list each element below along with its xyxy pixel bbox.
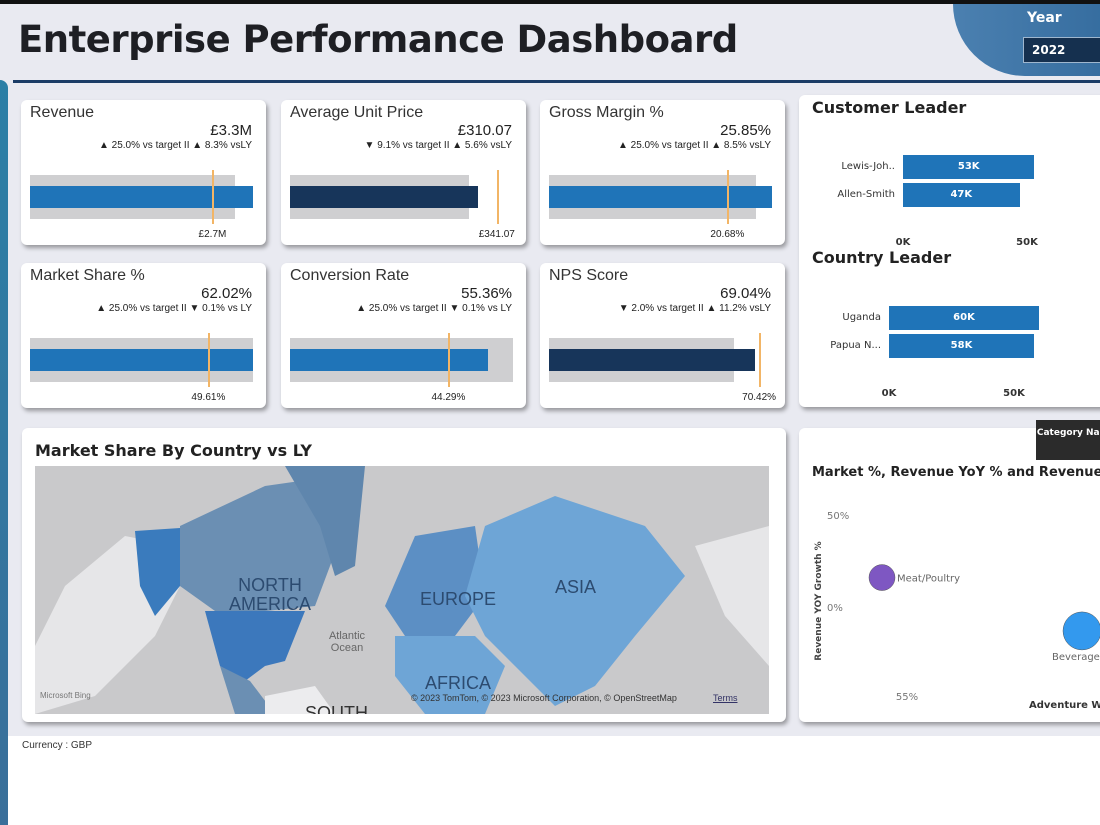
- kpi-target-line: [759, 333, 762, 387]
- kpi-value: 62.02%: [201, 285, 252, 302]
- region-usa: [205, 611, 305, 681]
- kpi-comparison: ▲ 25.0% vs target II ▲ 8.5% vsLY: [617, 140, 771, 151]
- kpi-value: £310.07: [457, 122, 512, 139]
- bubble-point-label: Beverages: [1052, 652, 1100, 663]
- map-label-atlantic: Atlantic Ocean: [328, 630, 366, 654]
- kpi-comparison: ▲ 25.0% vs target II ▼ 0.1% vs LY: [356, 303, 512, 314]
- kpi-card-1[interactable]: Average Unit Price £310.07 ▼ 9.1% vs tar…: [281, 100, 526, 245]
- bubble-chart-card: Category Name Market %, Revenue YoY % an…: [799, 420, 1100, 722]
- kpi-target-line: [727, 170, 730, 224]
- kpi-value: 55.36%: [461, 285, 512, 302]
- kpi-card-2[interactable]: Gross Margin % 25.85% ▲ 25.0% vs target …: [540, 100, 785, 245]
- kpi-comparison: ▼ 2.0% vs target II ▲ 11.2% vsLY: [618, 303, 771, 314]
- kpi-comparison: ▲ 25.0% vs target II ▲ 8.3% vsLY: [98, 140, 252, 151]
- land-south-america: [265, 686, 335, 714]
- world-map: [35, 466, 769, 714]
- kpi-target-line: [208, 333, 211, 387]
- category-name-legend-button[interactable]: Category Name: [1036, 420, 1100, 460]
- kpi-name: NPS Score: [549, 267, 629, 284]
- country_leader-label: Papua N...: [830, 340, 881, 351]
- kpi-name: Revenue: [30, 104, 95, 121]
- customer_leader-label: Lewis-Joh..: [841, 161, 895, 172]
- kpi-target-line: [212, 170, 215, 224]
- year-slicer-dropdown[interactable]: 2022: [1023, 37, 1100, 63]
- kpi-actual-bar: [549, 186, 772, 208]
- kpi-target-line: [496, 170, 499, 224]
- kpi-target-line: [448, 333, 451, 387]
- map-attribution: © 2023 TomTom, © 2023 Microsoft Corporat…: [411, 693, 677, 703]
- region-asia: [465, 496, 685, 706]
- region-europe: [385, 526, 485, 636]
- leaders-panel: Customer Leader Country Leader: [799, 95, 1100, 407]
- map-terms-link[interactable]: Terms: [713, 693, 738, 703]
- left-accent-strip: [0, 80, 8, 825]
- map-label-south: SOUTH: [305, 703, 368, 714]
- kpi-target-label: 44.29%: [431, 392, 466, 403]
- window-top-border: [0, 0, 1100, 4]
- kpi-actual-bar: [549, 349, 755, 371]
- country-leader-title: Country Leader: [812, 248, 952, 267]
- map-label-europe: EUROPE: [420, 589, 497, 609]
- kpi-comparison: ▼ 9.1% vs target II ▲ 5.6% vsLY: [364, 140, 512, 151]
- kpi-name: Gross Margin %: [549, 104, 664, 121]
- customer_leader-bar[interactable]: 47K: [903, 183, 1020, 207]
- kpi-target-label: 70.42%: [742, 392, 777, 403]
- customer_leader-bar[interactable]: 53K: [903, 155, 1035, 179]
- kpi-actual-bar: [290, 186, 478, 208]
- kpi-target-label: £2.7M: [198, 229, 227, 240]
- bubble-y-tick: 50%: [827, 511, 849, 522]
- kpi-comparison: ▲ 25.0% vs target II ▼ 0.1% vs LY: [96, 303, 252, 314]
- kpi-target-label: £341.07: [478, 229, 515, 240]
- bubble-y-tick: 0%: [827, 603, 843, 614]
- bubble-point-meatpoultry[interactable]: [868, 564, 896, 591]
- kpi-value: 25.85%: [720, 122, 771, 139]
- region-africa: [395, 636, 505, 714]
- customer_leader-axis-tick: 50K: [1016, 237, 1038, 248]
- kpi-name: Conversion Rate: [290, 267, 410, 284]
- region-alaska: [135, 528, 180, 616]
- customer_leader-axis-tick: 0K: [895, 237, 911, 248]
- country_leader-axis-tick: 50K: [1003, 388, 1025, 399]
- map-label-africa: AFRICA: [425, 673, 492, 693]
- bubble-point-beverages[interactable]: [1062, 611, 1100, 651]
- country_leader-bar[interactable]: 60K: [889, 306, 1039, 330]
- kpi-card-5[interactable]: NPS Score 69.04% ▼ 2.0% vs target II ▲ 1…: [540, 263, 785, 408]
- kpi-target-label: 49.61%: [191, 392, 226, 403]
- page-title: Enterprise Performance Dashboard: [18, 18, 738, 61]
- country_leader-bar[interactable]: 58K: [889, 334, 1034, 358]
- kpi-card-3[interactable]: Market Share % 62.02% ▲ 25.0% vs target …: [21, 263, 266, 408]
- country_leader-axis-tick: 0K: [881, 388, 897, 399]
- kpi-value: 69.04%: [720, 285, 771, 302]
- map-view[interactable]: NORTH AMERICA EUROPE ASIA AFRICA SOUTH A…: [35, 466, 769, 714]
- kpi-actual-bar: [290, 349, 488, 371]
- bubble-cut-label: Adventure W: [1029, 700, 1100, 711]
- bing-logo: Microsoft Bing: [40, 691, 91, 700]
- kpi-target-label: 20.68%: [710, 229, 745, 240]
- map-label-asia: ASIA: [555, 577, 597, 597]
- customer-leader-title: Customer Leader: [812, 98, 967, 117]
- customer_leader-label: Allen-Smith: [837, 189, 895, 200]
- country_leader-label: Uganda: [842, 312, 881, 323]
- region-greenland: [285, 466, 365, 576]
- bubble-x-tick: 55%: [896, 692, 918, 703]
- kpi-value: £3.3M: [210, 122, 252, 139]
- header-divider: [13, 80, 1100, 83]
- kpi-name: Market Share %: [30, 267, 145, 284]
- region-canada: [180, 476, 345, 611]
- kpi-name: Average Unit Price: [290, 104, 424, 121]
- region-mexico: [220, 666, 275, 714]
- currency-note: Currency : GBP: [22, 740, 93, 751]
- bubble-plot: 50% 0% 55% Meat/Poultry Beverages: [827, 511, 1100, 703]
- map-label-north-america: NORTH AMERICA: [228, 575, 311, 614]
- map-card: Market Share By Country vs LY NORTH AMER…: [22, 428, 786, 722]
- bubble-chart-title: Market %, Revenue YoY % and Revenue b: [812, 465, 1100, 480]
- year-slicer-label: Year: [1027, 10, 1062, 26]
- map-title: Market Share By Country vs LY: [35, 441, 312, 460]
- kpi-actual-bar: [30, 186, 253, 208]
- kpi-actual-bar: [30, 349, 253, 371]
- land-pacific-east: [695, 526, 769, 666]
- kpi-card-4[interactable]: Conversion Rate 55.36% ▲ 25.0% vs target…: [281, 263, 526, 408]
- kpi-card-0[interactable]: Revenue £3.3M ▲ 25.0% vs target II ▲ 8.3…: [21, 100, 266, 245]
- bubble-point-label: Meat/Poultry: [897, 574, 960, 585]
